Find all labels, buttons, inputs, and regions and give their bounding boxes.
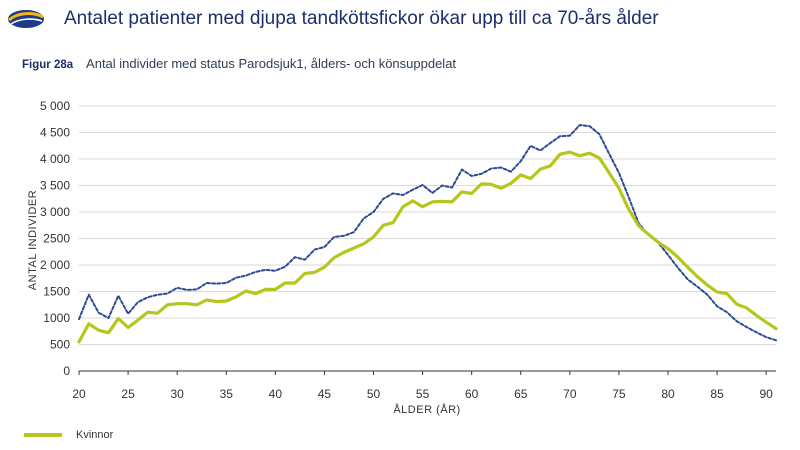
legend-swatch-kvinnor (24, 433, 62, 437)
y-tick-label: 1000 (43, 311, 70, 325)
y-tick-label: 2 000 (40, 258, 70, 272)
y-axis-title: ANTAL INDIVIDER (27, 190, 39, 290)
series-line-dotted (78, 124, 777, 342)
y-tick-label: 5 000 (40, 99, 70, 113)
figure-label: Figur 28a (22, 59, 74, 71)
legend: Kvinnor (24, 429, 113, 441)
x-tick-label: 20 (72, 387, 86, 401)
logo (8, 10, 44, 28)
y-tick-label: 3 500 (40, 179, 70, 193)
y-tick-label: 2500 (43, 232, 70, 246)
series-lines (77, 124, 778, 344)
x-tick-label: 55 (416, 387, 430, 401)
x-tick-label: 40 (269, 387, 283, 401)
figure-caption: Antal individer med status Parodsjuk1, å… (86, 56, 457, 71)
y-tick-label: 4 000 (40, 152, 70, 166)
x-tick-label: 25 (121, 387, 135, 401)
x-tick-label: 35 (220, 387, 234, 401)
legend-label-kvinnor: Kvinnor (76, 429, 114, 441)
x-axis-ticks: 20 25 30 35 40 45 50 55 60 65 70 75 80 85 90 (72, 371, 773, 401)
x-tick-label: 45 (318, 387, 332, 401)
y-axis-ticks: 0 500 1000 1500 2 000 2500 3 000 3 500 4 000 4 50… (40, 99, 70, 378)
y-tick-label: 3 000 (40, 205, 70, 219)
x-tick-label: 75 (612, 387, 626, 401)
x-tick-label: 90 (760, 387, 774, 401)
x-axis-title: ÅLDER (ÅR) (393, 403, 460, 416)
x-tick-label: 65 (514, 387, 528, 401)
series-line-kvinnor (77, 150, 778, 344)
figure-header: Figur 28a Antal individer med status Par… (22, 56, 456, 71)
x-tick-label: 70 (563, 387, 577, 401)
x-tick-label: 85 (710, 387, 724, 401)
x-tick-label: 60 (465, 387, 479, 401)
page-title: Antalet patienter med djupa tandköttsfic… (64, 8, 659, 29)
x-tick-label: 30 (170, 387, 184, 401)
y-tick-label: 0 (63, 364, 70, 378)
x-tick-label: 80 (661, 387, 675, 401)
y-tick-label: 4 500 (40, 126, 70, 140)
y-tick-label: 1500 (43, 285, 70, 299)
y-tick-label: 500 (50, 338, 70, 352)
grid-lines (79, 105, 776, 345)
x-tick-label: 50 (367, 387, 381, 401)
